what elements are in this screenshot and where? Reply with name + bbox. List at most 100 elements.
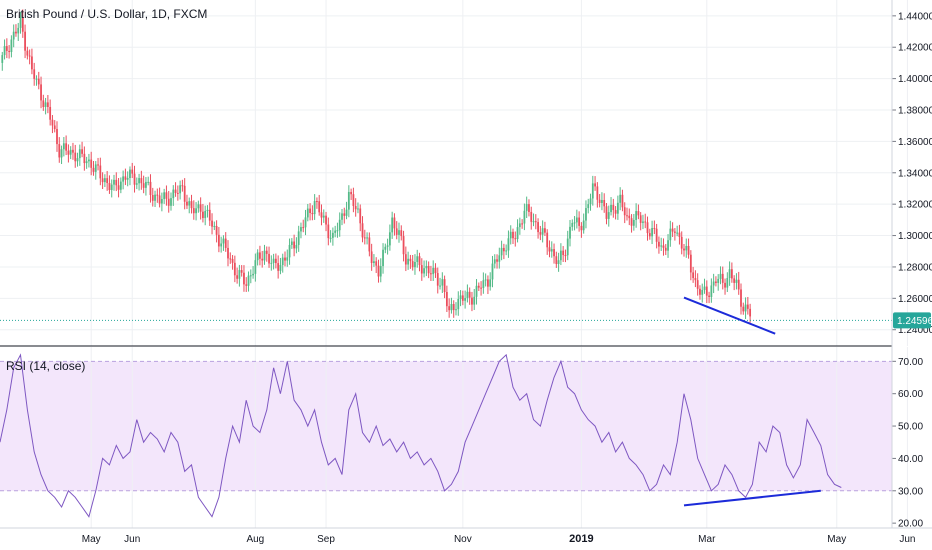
candle-body [685, 245, 688, 251]
candle-body [587, 204, 590, 209]
candle-body [46, 102, 49, 107]
candle-body [60, 149, 63, 158]
candle-body [290, 241, 293, 245]
rsi-title: RSI (14, close) [6, 359, 85, 373]
candle-body [99, 165, 102, 179]
candle-body [425, 265, 428, 269]
candle-body [208, 209, 211, 221]
candle-body [229, 258, 232, 260]
candle-body [742, 306, 745, 312]
candle-body [601, 200, 603, 203]
candle-body [384, 246, 387, 250]
price-trendline[interactable] [683, 296, 776, 335]
candle-body [58, 144, 61, 158]
candle-body [550, 249, 553, 252]
rsi-pane[interactable]: RSI (14, close) [0, 347, 932, 528]
price-axis-tick-label: 1.34000 [898, 168, 932, 179]
time-axis-tick-label: May [827, 534, 846, 545]
candle-body [541, 228, 544, 235]
candle-body [78, 149, 81, 159]
candle-body [671, 228, 674, 232]
candle-body [375, 261, 378, 266]
rsi-gridlines [90, 347, 908, 528]
candle-body [594, 183, 596, 187]
candle-body [466, 291, 469, 299]
time-axis-tick-label: Jun [124, 534, 140, 545]
candle-body [72, 149, 74, 153]
price-axis-tick-label: 1.30000 [898, 231, 932, 242]
candle-body [119, 181, 122, 190]
price-axis[interactable]: 1.24000 1.26000 1.28000 1.30000 1.32000 1.340… [892, 11, 932, 336]
candle-body [138, 178, 140, 184]
candle-body [222, 238, 225, 244]
candle-body [749, 308, 752, 317]
candle-body [160, 199, 163, 204]
candle-body [507, 238, 510, 251]
candle-body [569, 226, 571, 239]
candle-body [459, 295, 462, 299]
candle-body [44, 102, 47, 107]
candle-body [482, 280, 485, 289]
candle-body [687, 245, 690, 255]
price-axis-tick-label: 1.36000 [898, 137, 932, 148]
candle-body [227, 247, 229, 259]
candle-body [496, 259, 498, 262]
candle-body [129, 169, 131, 179]
candle-body [416, 256, 419, 262]
candle-body [199, 204, 202, 212]
candle-body [195, 208, 197, 214]
time-axis[interactable]: MayJunAugSepNov2019MarMayJunAug [82, 533, 932, 545]
candle-body [131, 169, 134, 174]
candle-body [710, 285, 713, 297]
candle-body [616, 202, 619, 214]
rsi-trendline[interactable] [683, 489, 821, 507]
candle-body [220, 243, 223, 247]
candle-body [509, 231, 512, 239]
candle-body [628, 215, 631, 219]
candle-body [473, 296, 476, 305]
current-price-tag: 1.24596 [893, 312, 932, 329]
candle-body [678, 232, 681, 237]
candle-body [537, 222, 539, 233]
candle-body [217, 234, 220, 247]
candle-body [204, 210, 207, 219]
candle-body [311, 212, 314, 215]
candle-body [179, 185, 182, 194]
rsi-axis-tick-label: 30.00 [898, 486, 923, 497]
candle-body [379, 266, 382, 277]
candle-body [213, 225, 216, 227]
candle-body [265, 250, 268, 254]
rsi-axis[interactable]: 20.00 30.00 40.00 50.00 60.00 70.00 [892, 357, 923, 530]
candle-body [65, 143, 68, 151]
rsi-line [0, 353, 842, 518]
price-axis-tick-label: 1.26000 [898, 294, 932, 305]
candle-body [186, 201, 188, 206]
candle-body [534, 221, 537, 223]
candle-body [571, 222, 574, 227]
candle-body [452, 304, 455, 311]
candle-body [1, 55, 4, 63]
candle-body [231, 258, 234, 263]
candle-body [393, 217, 396, 229]
candle-body [268, 253, 270, 264]
candle-body [562, 250, 565, 256]
candle-body [673, 231, 676, 233]
candle-body [500, 247, 503, 256]
candle-body [630, 218, 633, 226]
candle-body [402, 236, 405, 255]
rsi-axis-tick-label: 50.00 [898, 422, 923, 433]
candle-body [382, 249, 384, 267]
candle-body [320, 212, 323, 218]
candle-body [724, 282, 726, 288]
candle-body [669, 228, 672, 241]
rsi-axis-tick-label: 20.00 [898, 519, 923, 530]
candle-body [343, 213, 346, 216]
price-pane[interactable]: British Pound / U.S. Dollar, 1D, FXCM [0, 0, 932, 346]
candle-body [653, 228, 656, 230]
candle-body [277, 263, 280, 271]
candle-body [33, 69, 36, 79]
candle-body [475, 285, 478, 297]
candle-body [591, 183, 594, 199]
candle-body [37, 78, 40, 85]
